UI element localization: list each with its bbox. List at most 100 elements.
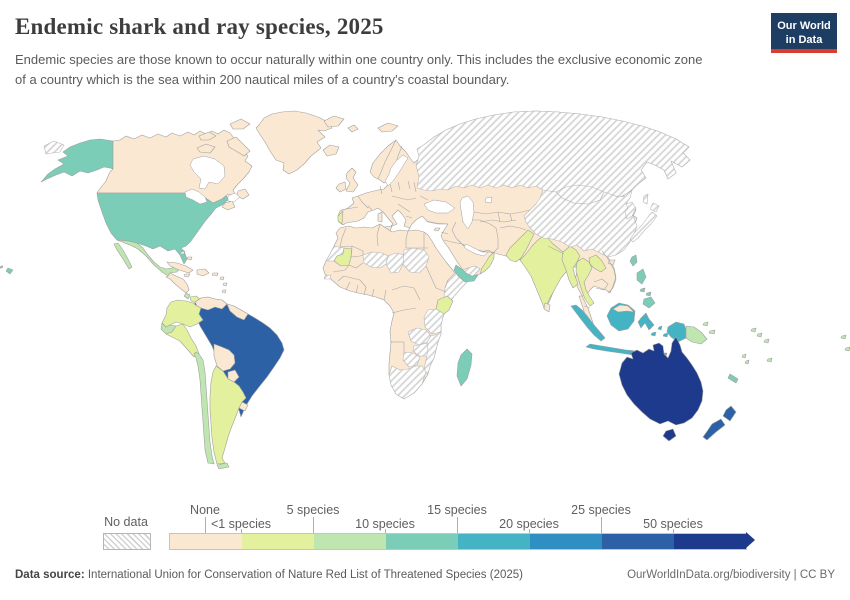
country-cuba[interactable] [166, 261, 194, 274]
country-yemen[interactable] [453, 264, 479, 283]
country-central-america[interactable] [165, 272, 190, 294]
country-oman[interactable] [479, 251, 495, 275]
country-border [397, 203, 411, 213]
country-border [497, 211, 501, 223]
country-mozambique[interactable] [423, 331, 442, 375]
country-tasmania[interactable] [662, 428, 677, 442]
country-portugal[interactable] [337, 210, 344, 225]
country-peru[interactable] [165, 323, 200, 358]
legend-bin-1[interactable] [242, 534, 314, 549]
country-bolivia[interactable] [213, 343, 236, 372]
country-papua-new-guinea[interactable] [685, 321, 716, 345]
country-united-kingdom[interactable] [345, 167, 359, 193]
legend-label-5: 20 species [499, 517, 559, 531]
country-sri-lanka[interactable] [543, 302, 551, 313]
country-indonesia[interactable] [637, 312, 655, 331]
country-philippines[interactable] [636, 268, 656, 309]
country-sakhalin[interactable] [642, 193, 649, 205]
country-hawaii-us-[interactable] [0, 265, 14, 275]
country-russia[interactable] [43, 140, 65, 155]
legend-bin-2[interactable] [314, 534, 386, 549]
country-border [389, 183, 393, 193]
country-indonesia[interactable] [650, 325, 669, 338]
country-alaska-us-[interactable] [40, 138, 114, 183]
country-pakistan[interactable] [505, 229, 535, 263]
country-indonesia[interactable] [585, 343, 638, 356]
country-border [435, 287, 447, 293]
country-europe[interactable] [433, 227, 441, 232]
legend-label-4: 15 species [427, 503, 487, 517]
country-tanzania[interactable] [423, 308, 445, 335]
country-colombia[interactable] [161, 299, 204, 328]
legend-tick [457, 517, 458, 533]
country-madagascar[interactable] [456, 348, 473, 387]
country-ireland[interactable] [335, 181, 347, 193]
country-chad[interactable] [385, 252, 405, 274]
country-border [383, 289, 387, 301]
country-border [340, 206, 359, 211]
footer-source-text: International Union for Conservation of … [84, 569, 523, 581]
legend-bin-6[interactable] [602, 534, 674, 549]
country-border [443, 239, 463, 245]
legend-label-3: 10 species [355, 517, 415, 531]
legend-tick [241, 529, 242, 533]
country-fiji[interactable] [766, 334, 850, 363]
legend-label-6: 25 species [571, 503, 631, 517]
legend-bin-7[interactable] [674, 534, 746, 549]
country-border [407, 180, 411, 190]
legend-bin-5[interactable] [530, 534, 602, 549]
country-costa-rica[interactable] [183, 292, 191, 300]
country-iceland[interactable] [322, 144, 340, 157]
country-border [583, 305, 591, 309]
country-mongolia[interactable] [555, 184, 605, 205]
country-myanmar[interactable] [561, 245, 581, 289]
country-new-caledonia[interactable] [727, 373, 739, 384]
country-franz-josef-land[interactable] [377, 122, 399, 133]
country-argentina[interactable] [209, 365, 247, 465]
country-solomon-islands[interactable] [750, 327, 770, 344]
country-indonesia[interactable] [570, 304, 606, 342]
country-botswana[interactable] [402, 351, 421, 368]
country-new-zealand[interactable] [702, 405, 737, 441]
country-taiwan[interactable] [629, 254, 638, 267]
country-jamaica[interactable] [183, 273, 191, 278]
country-south-africa[interactable] [388, 365, 427, 400]
country-border [363, 286, 367, 296]
country-vanuatu[interactable] [741, 353, 750, 365]
country-korea[interactable] [624, 201, 637, 220]
country-border [343, 275, 367, 288]
country-united-states[interactable] [96, 192, 230, 265]
country-canada[interactable] [196, 118, 251, 157]
legend-tick [385, 529, 386, 533]
legend-bin-3[interactable] [386, 534, 458, 549]
country-hispaniola[interactable] [196, 268, 210, 277]
country-border [444, 279, 449, 289]
country-paraguay[interactable] [227, 369, 240, 383]
footer-link[interactable]: OurWorldInData.org/biodiversity | CC BY [627, 569, 835, 581]
legend-bin-0[interactable] [170, 534, 242, 549]
legend-bin-4[interactable] [458, 534, 530, 549]
country-border [391, 307, 417, 314]
country-border [367, 205, 373, 211]
country-guianas[interactable] [226, 303, 249, 321]
country-puerto-rico[interactable] [211, 272, 219, 277]
country-border [391, 285, 415, 291]
country-tierra-del-fuego[interactable] [216, 462, 230, 470]
country-chile[interactable] [193, 351, 215, 465]
country-russia[interactable] [415, 110, 691, 198]
country-svalbard[interactable] [323, 115, 359, 133]
country-border [509, 213, 513, 222]
country-japan[interactable] [629, 202, 660, 243]
legend-label-2: 5 species [286, 503, 340, 517]
country-europe[interactable] [377, 211, 383, 223]
country-guinea-bissau[interactable] [323, 274, 332, 280]
country-australia[interactable] [618, 336, 704, 426]
owid-logo: Our World in Data [771, 13, 837, 53]
country-greenland[interactable] [255, 110, 333, 175]
country-malaysian-borneo[interactable] [612, 304, 635, 313]
legend-no-data-swatch[interactable] [103, 533, 151, 550]
country-laos[interactable] [588, 254, 607, 273]
country-lesser-antilles[interactable] [219, 276, 228, 294]
country-border [339, 227, 347, 248]
country-bahamas[interactable] [179, 250, 193, 261]
